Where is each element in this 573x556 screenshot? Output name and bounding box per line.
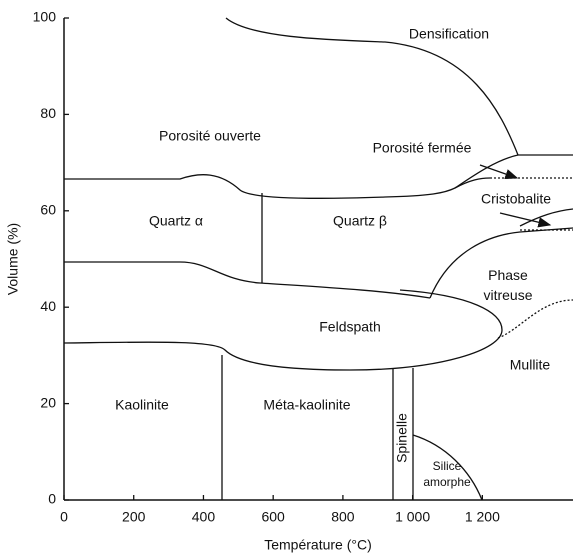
y-tick-label: 0 [48, 491, 56, 507]
region-label: Mullite [510, 357, 551, 373]
region-label: Spinelle [394, 413, 410, 463]
x-tick-label: 200 [122, 509, 146, 525]
region-label: Feldspath [319, 319, 380, 335]
region-label: Phase vitreuse [483, 267, 532, 303]
x-tick-label: 400 [192, 509, 216, 525]
labels: Densification Porosité ouverte Porosité … [115, 26, 551, 489]
y-tick-label: 100 [33, 9, 57, 25]
region-label: Densification [409, 26, 489, 42]
region-label: Cristobalite [481, 191, 551, 207]
y-axis-label: Volume (%) [5, 223, 21, 295]
axes [63, 18, 573, 501]
y-tick-label: 80 [40, 105, 56, 121]
y-tick-label: 60 [40, 202, 56, 218]
x-tick-label: 0 [60, 509, 68, 525]
region-label: Kaolinite [115, 397, 169, 413]
region-label: Silice amorphe [423, 459, 471, 489]
x-tick-label: 1 000 [395, 509, 430, 525]
y-tick-label: 20 [40, 394, 56, 410]
x-tick-label: 600 [261, 509, 285, 525]
x-tick-label: 1 200 [465, 509, 500, 525]
x-axis-label: Température (°C) [264, 537, 372, 553]
region-label: Porosité fermée [373, 140, 472, 156]
x-tick-label: 800 [331, 509, 355, 525]
region-label: Porosité ouverte [159, 128, 261, 144]
y-tick-label: 40 [40, 298, 56, 314]
region-label: Méta-kaolinite [263, 397, 350, 413]
region-label: Quartz α [149, 213, 203, 229]
region-label: Quartz β [333, 213, 387, 229]
phase-boundaries [63, 17, 573, 501]
